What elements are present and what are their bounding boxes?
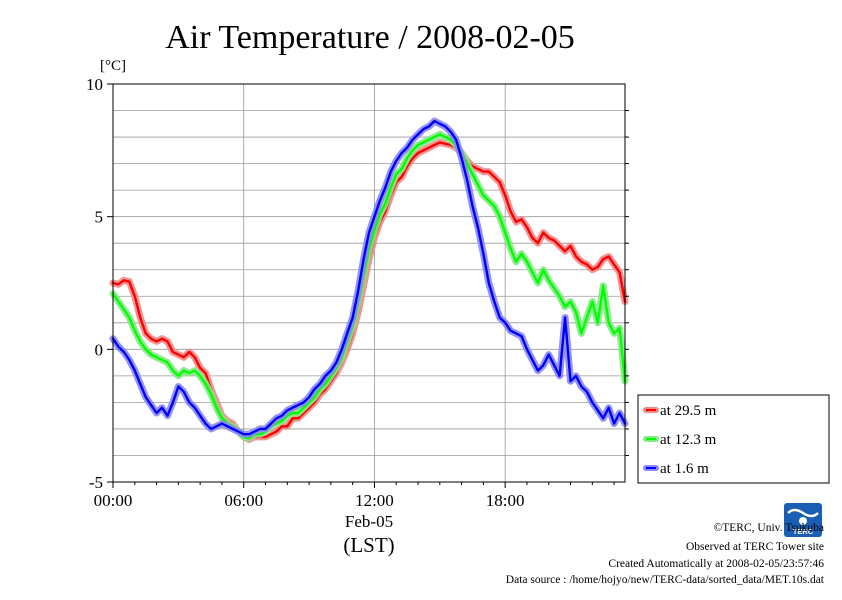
series-line-2	[111, 119, 627, 436]
y-axis-label: [°C]	[100, 58, 126, 74]
series-halo-0	[109, 138, 629, 443]
footer-created: Created Automatically at 2008-02-05/23:5…	[608, 558, 824, 570]
series-halo-1	[109, 130, 629, 442]
x-date-label: Feb-05	[345, 512, 393, 531]
legend-label: at 29.5 m	[660, 403, 717, 419]
x-tick-label: 12:00	[355, 491, 394, 510]
legend-box	[637, 394, 830, 484]
terc-logo: TERC	[784, 503, 822, 537]
chart-title: Air Temperature / 2008-02-05	[165, 19, 575, 56]
x-axis-label: (LST)	[343, 533, 394, 557]
legend-label: at 1.6 m	[660, 461, 709, 477]
grid-group	[113, 84, 625, 482]
plot-frame	[112, 83, 626, 483]
logo-drop-icon	[799, 517, 807, 525]
footer-source: Data source : /home/hojyo/new/TERC-data/…	[506, 574, 825, 586]
footer-observed: Observed at TERC Tower site	[686, 541, 824, 553]
x-tick-label: 00:00	[94, 491, 133, 510]
footer-copyright: ©TERC, Univ. Tsukuba	[714, 522, 824, 534]
axis-group: -5 0 5 10 00:00 06:00 12:00 18:00	[86, 75, 629, 510]
series-line-0	[111, 141, 627, 441]
series-line-1	[111, 133, 627, 440]
y-tick-label: 5	[95, 208, 104, 227]
x-tick-label: 18:00	[486, 491, 525, 510]
x-tick-label: 06:00	[224, 491, 263, 510]
series-group	[109, 117, 629, 443]
y-tick-label: 0	[95, 340, 104, 359]
legend-label: at 12.3 m	[660, 432, 717, 448]
logo-wave-icon	[787, 508, 819, 518]
y-tick-label: -5	[89, 473, 103, 492]
legend: at 29.5 m at 12.3 m at 1.6 m	[637, 394, 830, 484]
y-tick-label: 10	[86, 75, 103, 94]
logo-text: TERC	[793, 527, 814, 536]
